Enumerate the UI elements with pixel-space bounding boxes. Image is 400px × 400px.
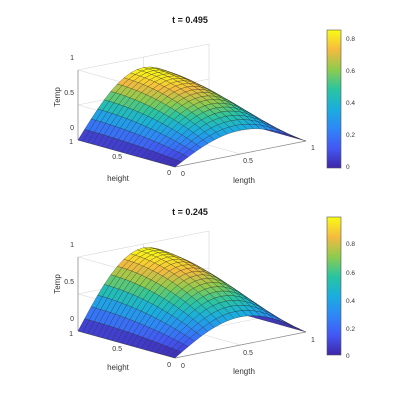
y-axis-label: height bbox=[107, 363, 130, 372]
grid-line bbox=[77, 43, 210, 71]
colorbar-tick-label: 0.2 bbox=[346, 132, 355, 139]
colorbar-tick-label: 0 bbox=[346, 353, 350, 360]
x-axis-label: length bbox=[233, 367, 255, 376]
z-tick-label: 0 bbox=[70, 316, 74, 323]
z-tick-label: 0 bbox=[70, 125, 74, 132]
colorbar-tick-label: 0.6 bbox=[346, 68, 355, 75]
plot-title: t = 0.495 bbox=[172, 15, 208, 25]
surface-mesh bbox=[77, 66, 307, 168]
z-axis-label: Temp bbox=[53, 87, 62, 107]
y-tick-label: 0 bbox=[167, 362, 171, 369]
y-tick-label: 0.5 bbox=[112, 346, 122, 353]
surface-patch bbox=[169, 159, 182, 168]
y-tick-label: 0.5 bbox=[112, 154, 122, 161]
colorbar-tick-label: 0.4 bbox=[346, 100, 355, 107]
x-tick-label: 0.5 bbox=[243, 158, 253, 165]
colorbar-tick-label: 0.6 bbox=[346, 270, 355, 277]
y-tick-label: 0 bbox=[167, 170, 171, 177]
x-axis-line bbox=[174, 140, 307, 168]
colorbar-scale bbox=[326, 216, 342, 356]
y-axis-label: height bbox=[107, 174, 130, 183]
colorbar-tick-label: 0.8 bbox=[346, 36, 355, 43]
colorbar: 0.8 0.6 0.4 0.2 0 bbox=[326, 216, 355, 360]
surface-plot-bottom: t = 0.245 1 0.5 0 Temp 1 0.5 0 height 0 … bbox=[53, 207, 355, 376]
x-tick-label: 0 bbox=[181, 363, 185, 370]
colorbar-tick-label: 0.8 bbox=[346, 241, 355, 248]
colorbar-scale bbox=[326, 29, 342, 169]
z-axis-label: Temp bbox=[53, 274, 62, 294]
y-tick-label: 1 bbox=[69, 139, 73, 146]
x-axis-line bbox=[174, 331, 307, 359]
x-axis-label: length bbox=[233, 176, 255, 185]
z-tick-label: 1 bbox=[70, 55, 74, 62]
surface-patch bbox=[169, 350, 182, 359]
z-tick-label: 0.5 bbox=[64, 279, 74, 286]
colorbar-tick-label: 0.2 bbox=[346, 326, 355, 333]
colorbar-tick-label: 0 bbox=[346, 164, 350, 171]
x-tick-label: 0 bbox=[181, 171, 185, 178]
surface-mesh bbox=[77, 247, 307, 359]
surface-plot-top: t = 0.495 1 0.5 0 Temp 1 0.5 0 height 0 … bbox=[53, 15, 355, 185]
colorbar: 0.8 0.6 0.4 0.2 0 bbox=[326, 29, 355, 171]
x-tick-label: 0.5 bbox=[243, 350, 253, 357]
z-tick-label: 0.5 bbox=[64, 90, 74, 97]
x-tick-label: 1 bbox=[311, 337, 315, 344]
plot-title: t = 0.245 bbox=[172, 207, 208, 217]
colorbar-tick-label: 0.4 bbox=[346, 298, 355, 305]
grid-line bbox=[77, 230, 210, 258]
y-tick-label: 1 bbox=[69, 331, 73, 338]
x-tick-label: 1 bbox=[311, 145, 315, 152]
z-tick-label: 1 bbox=[70, 242, 74, 249]
